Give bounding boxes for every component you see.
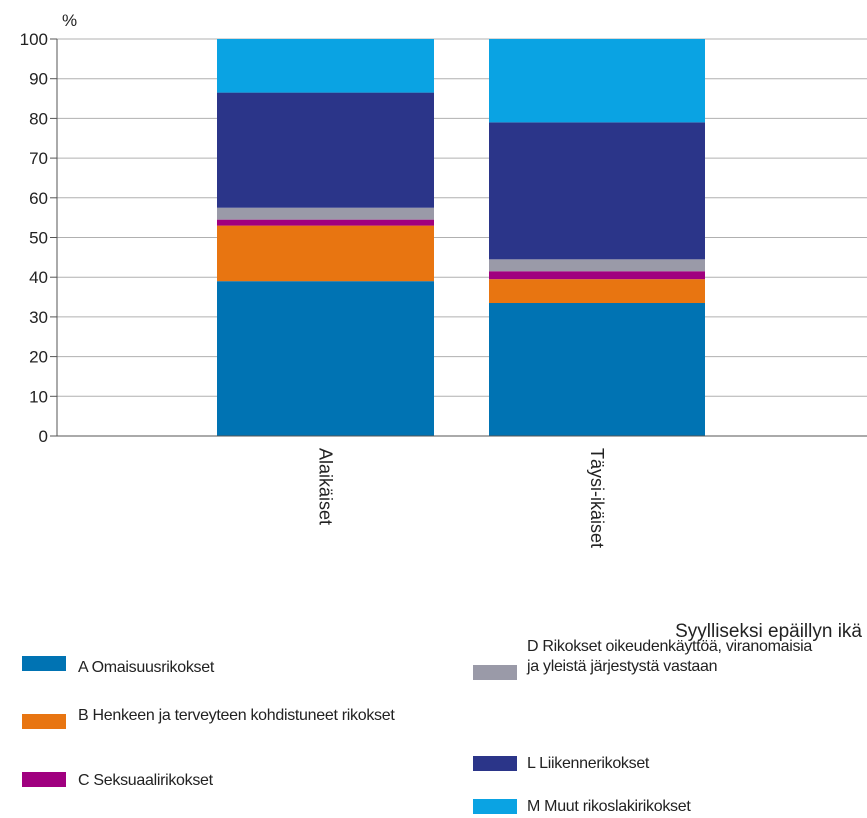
y-tick-label: 10 <box>29 387 48 406</box>
legend-label: B Henkeen ja terveyteen kohdistuneet rik… <box>78 707 395 724</box>
bar-segment <box>489 39 705 123</box>
bar-segment <box>217 281 434 436</box>
legend-swatch <box>22 714 66 729</box>
y-tick-label: 40 <box>29 268 48 287</box>
legend-label: L Liikennerikokset <box>527 755 650 772</box>
x-axis-title: Syylliseksi epäillyn ikä <box>675 621 862 642</box>
y-tick-label: 20 <box>29 348 48 367</box>
bar-segment <box>217 219 434 226</box>
bar-segment <box>489 271 705 280</box>
y-tick-label: 90 <box>29 70 48 89</box>
y-tick-label: 100 <box>20 30 48 49</box>
bar-segment <box>217 225 434 282</box>
legend-label: M Muut rikoslakirikokset <box>527 798 691 815</box>
legend-swatch <box>473 665 517 680</box>
bar-segment <box>489 259 705 272</box>
legend-swatch <box>473 799 517 814</box>
bar-segment <box>217 92 434 208</box>
bar-segment <box>217 39 434 93</box>
legend-swatch <box>22 772 66 787</box>
y-tick-label: 80 <box>29 109 48 128</box>
bar-segment <box>217 207 434 220</box>
x-tick-label: Täysi-ikäiset <box>587 448 607 548</box>
x-tick-label: Alaikäiset <box>316 448 336 525</box>
bar-segment <box>489 303 705 436</box>
y-tick-label: 30 <box>29 308 48 327</box>
legend-swatch <box>473 756 517 771</box>
legend-label: D Rikokset oikeudenkäyttöä, viranomaisia… <box>527 638 813 675</box>
legend-label: A Omaisuusrikokset <box>78 659 214 676</box>
y-tick-label: 70 <box>29 149 48 168</box>
bar-segment <box>489 279 705 304</box>
bar-segment <box>489 122 705 260</box>
legend-label: C Seksuaalirikokset <box>78 772 213 789</box>
y-tick-label: 60 <box>29 189 48 208</box>
legend-swatch <box>22 656 66 671</box>
y-unit: % <box>62 11 77 30</box>
y-tick-label: 50 <box>29 229 48 248</box>
y-tick-label: 0 <box>39 427 48 446</box>
